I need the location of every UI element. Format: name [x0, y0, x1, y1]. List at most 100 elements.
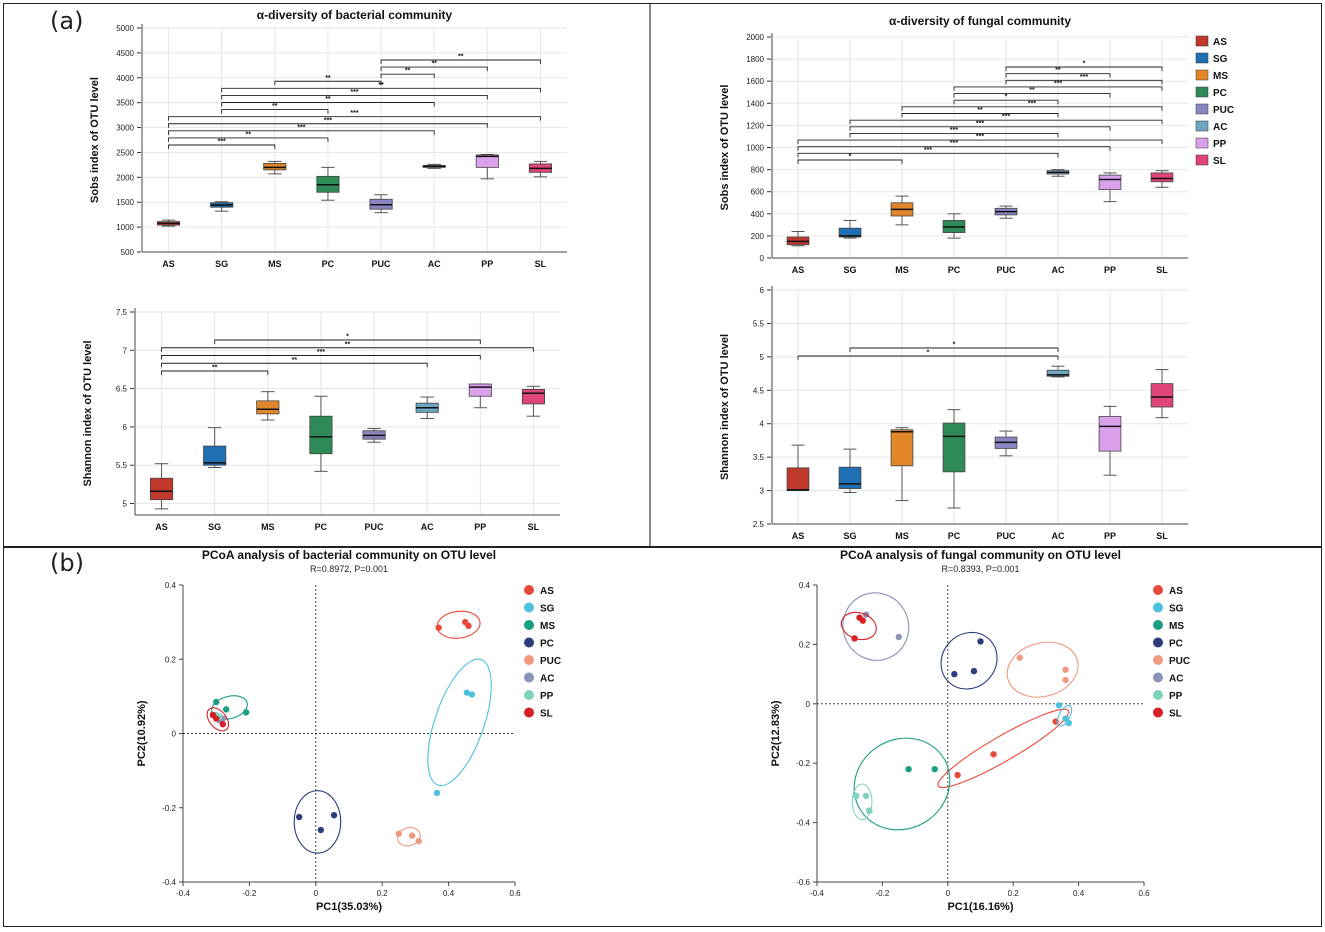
y-tick-label: 0.2: [799, 640, 811, 649]
x-tick-label: AC: [1052, 531, 1065, 541]
x-tick-label: PP: [474, 522, 486, 532]
legend-label-ac: AC: [1213, 122, 1227, 133]
significance-bracket: [214, 339, 481, 344]
x-tick-label: 0: [314, 889, 319, 898]
point-pc: [330, 811, 338, 819]
legend-swatch-puc: [1195, 103, 1209, 115]
significance-bracket: [797, 146, 1111, 151]
y-tick-label: 0.4: [165, 581, 177, 590]
legend-marker-pc: [1153, 637, 1163, 648]
legend-swatch-sl: [1195, 154, 1209, 166]
y-tick-label: 5: [760, 353, 765, 362]
y-tick-label: 500: [121, 248, 135, 257]
significance-label: ***: [317, 349, 325, 356]
significance-label: ***: [950, 140, 958, 147]
chart-subtitle: R=0.8393, P=0.001: [941, 564, 1019, 574]
panel-b-label: (b): [50, 549, 84, 577]
significance-label: **: [325, 75, 331, 82]
point-ac: [895, 633, 902, 641]
significance-bracket: [797, 139, 1163, 145]
significance-bracket: [1005, 73, 1111, 78]
significance-bracket: [168, 130, 435, 135]
legend-label-ms: MS: [540, 621, 555, 632]
significance-bracket: [168, 123, 488, 128]
x-tick-label: AS: [162, 259, 175, 269]
ellipse-ms: [853, 737, 951, 831]
significance-label: **: [345, 341, 351, 348]
significance-bracket: [168, 137, 329, 142]
y-axis-label: PC2(12.83%): [770, 700, 782, 766]
y-tick-label: 1600: [746, 77, 764, 86]
significance-label: **: [1055, 67, 1061, 74]
significance-label: ***: [350, 89, 358, 96]
point-puc: [1062, 676, 1069, 684]
y-tick-label: -0.2: [162, 804, 176, 813]
significance-bracket: [953, 93, 1111, 98]
point-pc: [970, 667, 978, 675]
box-as: [786, 467, 810, 491]
y-tick-label: -0.4: [162, 878, 176, 887]
x-tick-label: PP: [1104, 531, 1116, 541]
significance-label: ***: [297, 124, 305, 131]
x-tick-label: AC: [421, 522, 434, 532]
y-tick-label: -0.4: [796, 819, 810, 828]
point-as: [990, 751, 997, 758]
ellipse-puc: [1006, 641, 1079, 698]
significance-label: *: [849, 154, 852, 161]
y-tick-label: 4.5: [753, 386, 765, 395]
significance-label: ***: [324, 117, 332, 124]
significance-label: **: [977, 107, 983, 114]
x-tick-label: PC: [322, 259, 335, 269]
x-axis-label: PC1(35.03%): [316, 901, 382, 913]
chart-fungal-shannon: 2.5 3 3.5 4 4.5 5 5.5 6 Shannon index of OTU lev…: [719, 286, 1188, 541]
significance-bracket: [161, 355, 481, 360]
ellipse-as: [436, 610, 481, 639]
chart-bacterial-sobs: α-diversity of bacterial community 500 100…: [89, 8, 567, 269]
significance-bracket: [380, 59, 541, 64]
y-tick-label: 5000: [116, 24, 134, 33]
x-tick-label: SL: [1156, 265, 1168, 275]
x-tick-label: AS: [792, 265, 805, 275]
point-puc: [408, 832, 416, 839]
significance-bracket: [161, 347, 534, 352]
point-pp: [853, 792, 860, 800]
y-tick-label: 2000: [746, 33, 764, 42]
significance-label: ***: [1080, 74, 1088, 81]
significance-bracket: [901, 113, 1059, 118]
legend-label-sg: SG: [1213, 54, 1228, 65]
x-tick-label: MS: [895, 265, 909, 275]
significance-label: ***: [976, 120, 984, 127]
significance-bracket: [274, 80, 382, 86]
significance-label: **: [272, 103, 278, 110]
legend-label-sl: SL: [540, 709, 553, 720]
ellipse-as: [937, 708, 1070, 789]
box-as: [150, 477, 174, 501]
x-tick-label: -0.4: [176, 889, 190, 898]
significance-label: ***: [1028, 100, 1036, 107]
significance-bracket: [797, 355, 1059, 360]
box-sl: [521, 388, 545, 405]
legend-label-pc: PC: [540, 639, 554, 650]
x-tick-label: SG: [843, 531, 856, 541]
significance-label: **: [458, 54, 464, 61]
chart-bacterial-pcoa: PCoA analysis of bacterial community on …: [136, 549, 561, 913]
y-axis-label: Shannon index of OTU level: [82, 340, 94, 486]
x-tick-label: -0.2: [243, 889, 257, 898]
ellipse-sl: [206, 707, 230, 732]
y-tick-label: 600: [751, 188, 765, 197]
ellipse-sl: [840, 611, 877, 641]
significance-label: ***: [1002, 114, 1010, 121]
x-tick-label: MS: [261, 522, 275, 532]
box-sl: [1150, 383, 1174, 408]
chart-title: α-diversity of fungal community: [889, 14, 1071, 28]
significance-label: ***: [950, 127, 958, 134]
legend-label-puc: PUC: [1213, 105, 1234, 116]
legend-label-as: AS: [1169, 586, 1183, 597]
ellipse-sg: [1056, 704, 1073, 727]
x-tick-label: SL: [528, 522, 540, 532]
box-pp: [468, 383, 492, 397]
legend-label-sl: SL: [1169, 709, 1182, 720]
y-tick-label: 3: [760, 487, 765, 496]
y-tick-label: 6: [123, 423, 128, 432]
ellipse-ac: [842, 592, 910, 661]
